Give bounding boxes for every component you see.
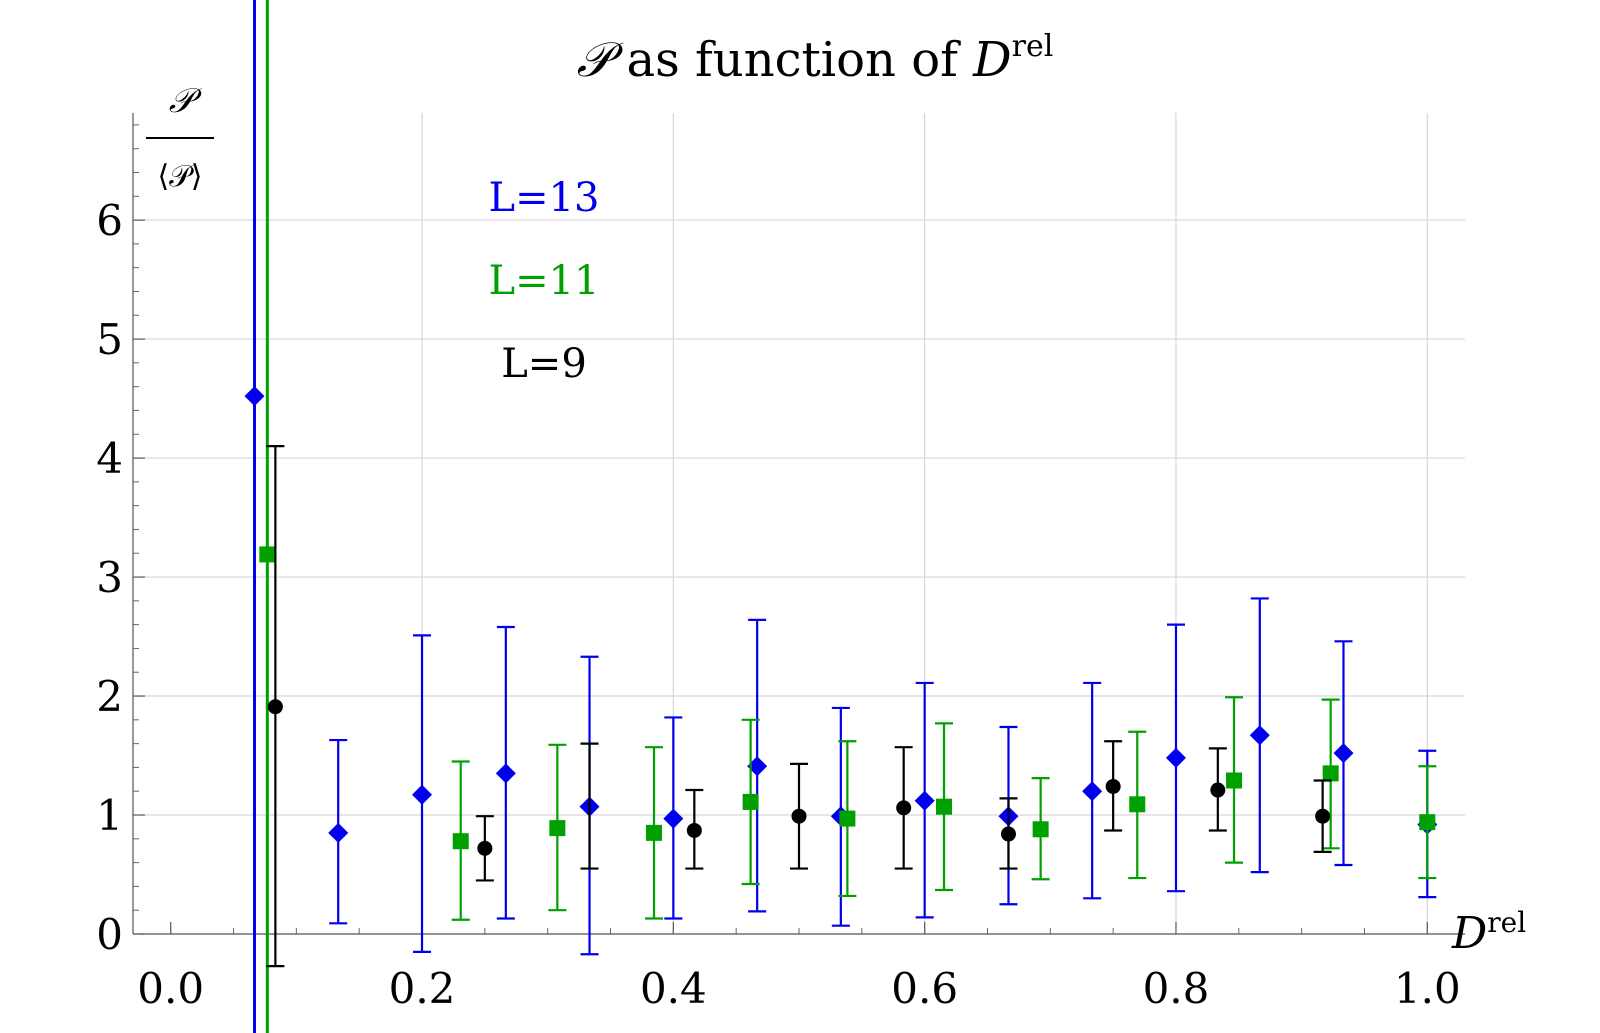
tick-labels: 0.0 0.2 0.4 0.6 0.8 1.0 0 1 2 3 4 5 6 bbox=[96, 196, 1460, 1013]
y-label-denominator: ⟨𝒫⟩ bbox=[157, 159, 202, 194]
data-point bbox=[267, 699, 283, 715]
x-tick-label: 1.0 bbox=[1394, 964, 1461, 1013]
data-point bbox=[1032, 821, 1049, 838]
y-tick-label: 5 bbox=[96, 315, 123, 364]
chart-title: 𝒫 as function of Drel bbox=[577, 29, 1054, 88]
data-point bbox=[1249, 725, 1270, 746]
y-label-numerator: 𝒫 bbox=[169, 81, 203, 121]
data-point bbox=[1333, 743, 1354, 764]
data-point bbox=[1210, 782, 1226, 798]
x-axis-label: Drel bbox=[1451, 906, 1526, 959]
data-point bbox=[412, 784, 433, 805]
data-point bbox=[1105, 778, 1121, 794]
data-point bbox=[1315, 808, 1331, 824]
x-tick-label: 0.0 bbox=[137, 964, 204, 1013]
y-tick-label: 0 bbox=[96, 910, 123, 959]
data-point bbox=[495, 763, 516, 784]
y-tick-label: 3 bbox=[96, 553, 123, 602]
y-tick-label: 2 bbox=[96, 672, 123, 721]
reference-lines bbox=[253, 0, 269, 1033]
x-label-superscript: rel bbox=[1487, 906, 1526, 939]
legend-item: L=9 bbox=[501, 341, 587, 387]
data-point bbox=[244, 386, 265, 407]
data-point bbox=[452, 833, 469, 850]
data-point bbox=[549, 820, 566, 837]
series-layer bbox=[244, 386, 1438, 968]
y-tick-label: 6 bbox=[96, 196, 123, 245]
title-variable: D bbox=[972, 32, 1011, 88]
data-point bbox=[686, 822, 702, 838]
x-tick-label: 0.6 bbox=[891, 964, 958, 1013]
data-point bbox=[914, 790, 935, 811]
legend-item: L=13 bbox=[489, 175, 600, 221]
data-point bbox=[1419, 814, 1436, 831]
error-bar bbox=[580, 742, 599, 870]
data-point bbox=[936, 798, 953, 815]
data-point bbox=[1129, 796, 1146, 813]
data-point bbox=[1082, 781, 1103, 802]
title-superscript: rel bbox=[1012, 29, 1054, 64]
y-tick-label: 1 bbox=[96, 791, 123, 840]
data-point bbox=[839, 810, 856, 827]
data-point bbox=[645, 824, 662, 841]
data-point bbox=[1165, 747, 1186, 768]
data-point bbox=[477, 840, 493, 856]
title-middle: as function of bbox=[611, 32, 973, 88]
data-point bbox=[259, 546, 276, 563]
legend: L=13 L=11 L=9 bbox=[489, 175, 600, 387]
series-l11 bbox=[259, 546, 1437, 921]
series-l13 bbox=[244, 386, 1438, 956]
x-tick-label: 0.8 bbox=[1143, 964, 1210, 1013]
data-point bbox=[1226, 772, 1243, 789]
data-point bbox=[747, 756, 768, 777]
y-tick-label: 4 bbox=[96, 434, 123, 483]
data-point bbox=[328, 822, 349, 843]
legend-item: L=11 bbox=[489, 258, 600, 304]
data-point bbox=[791, 808, 807, 824]
data-point bbox=[663, 808, 684, 829]
data-point bbox=[1322, 765, 1339, 782]
x-tick-label: 0.2 bbox=[389, 964, 456, 1013]
x-tick-label: 0.4 bbox=[640, 964, 707, 1013]
x-label-variable: D bbox=[1451, 908, 1487, 959]
data-point bbox=[1000, 826, 1016, 842]
y-axis-label: 𝒫 ⟨𝒫⟩ bbox=[146, 81, 214, 194]
data-point bbox=[896, 800, 912, 816]
minor-ticks bbox=[133, 124, 1428, 935]
data-point bbox=[742, 793, 759, 810]
series-l9 bbox=[266, 445, 1332, 968]
